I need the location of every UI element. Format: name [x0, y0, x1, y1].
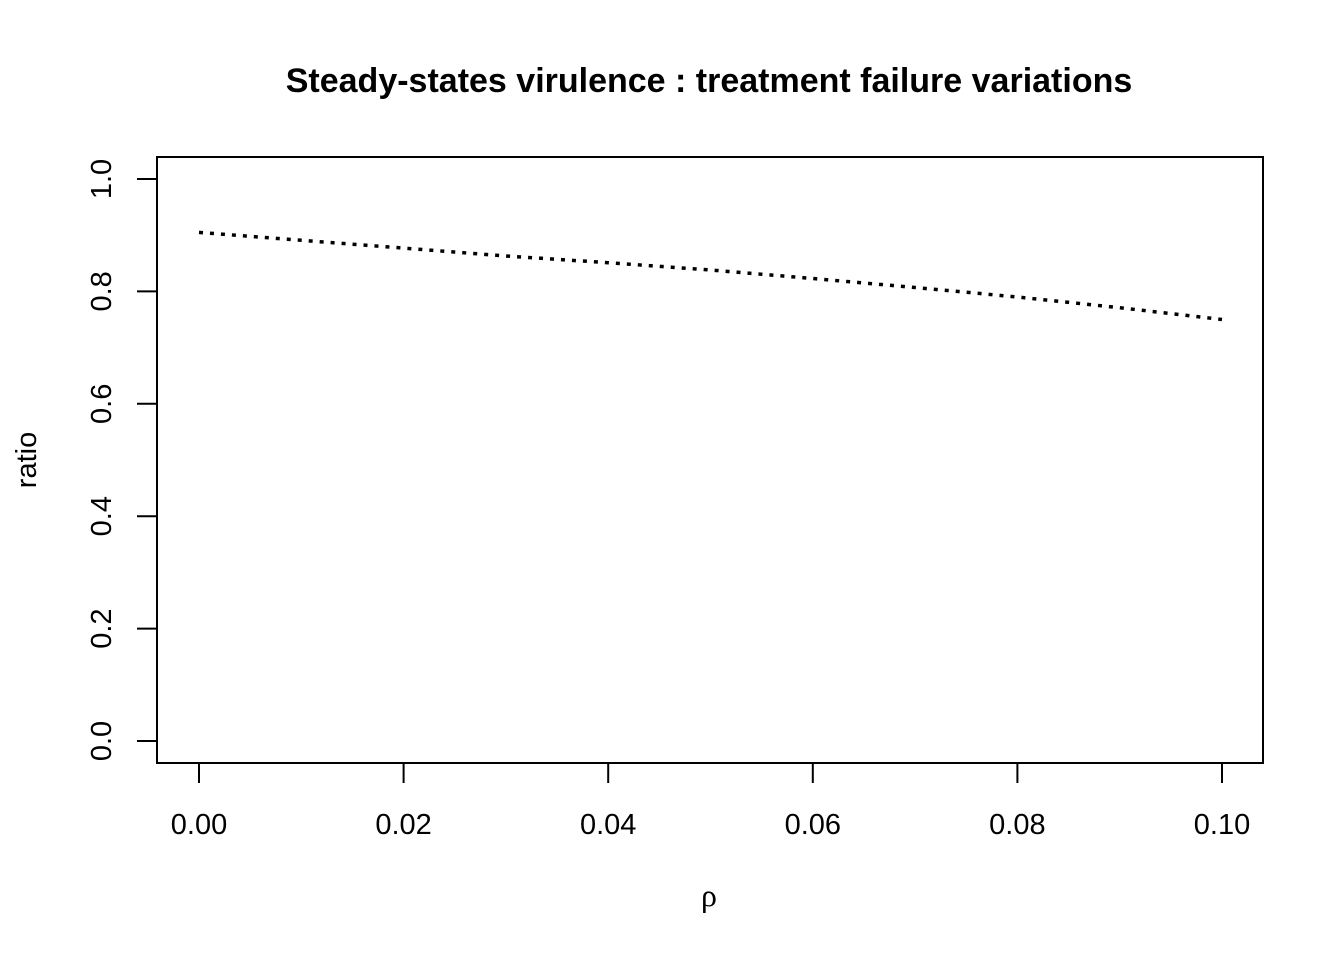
x-tick-label: 0.02	[375, 809, 431, 841]
x-tick-label: 0.00	[171, 809, 227, 841]
x-tick-label: 0.06	[785, 809, 841, 841]
y-tick-label: 1.0	[86, 159, 118, 199]
y-axis-label: ratio	[11, 432, 43, 488]
y-tick-label: 0.8	[86, 271, 118, 311]
chart-title: Steady-states virulence : treatment fail…	[286, 62, 1133, 100]
y-tick-label: 0.4	[86, 496, 118, 536]
x-tick-label: 0.08	[989, 809, 1045, 841]
y-tick-label: 0.2	[86, 608, 118, 648]
x-axis-label: ρ	[701, 877, 717, 913]
y-tick-label: 0.0	[86, 721, 118, 761]
y-tick-label: 0.6	[86, 384, 118, 424]
x-tick-label: 0.10	[1194, 809, 1250, 841]
y-axis: 0.0 0.2 0.4 0.6 0.8 1.0	[86, 159, 158, 761]
x-axis: 0.00 0.02 0.04 0.06 0.08 0.10	[171, 762, 1250, 841]
x-tick-label: 0.04	[580, 809, 636, 841]
